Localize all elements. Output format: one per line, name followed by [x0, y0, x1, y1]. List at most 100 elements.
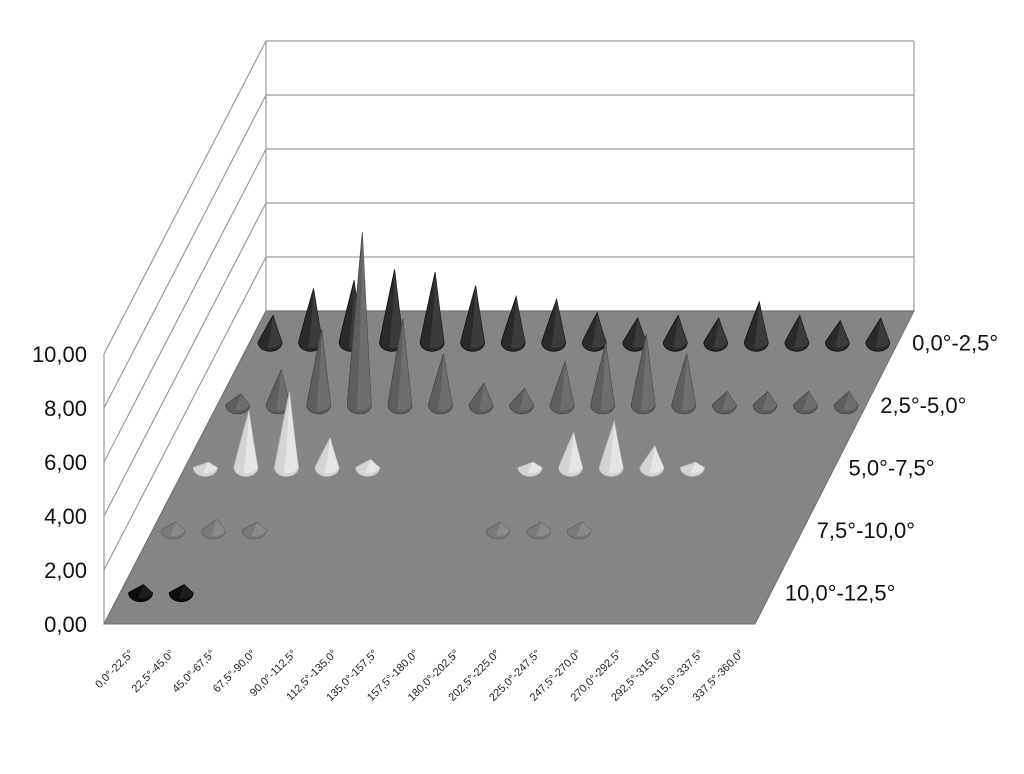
peak-highlight	[762, 391, 777, 411]
peak-highlight	[713, 318, 728, 349]
data-peak	[526, 521, 551, 540]
data-peak	[419, 272, 445, 352]
data-peak	[517, 461, 543, 477]
data-peak	[192, 461, 218, 477]
data-peak	[671, 353, 697, 415]
peak-highlight	[794, 315, 809, 349]
peak-highlight	[243, 410, 258, 474]
data-peak	[566, 521, 592, 540]
peak-highlight	[843, 391, 859, 411]
data-peak	[865, 317, 891, 352]
y-tick-label: 8,00	[44, 396, 87, 421]
peak-highlight	[834, 320, 850, 349]
peak-highlight	[211, 519, 226, 536]
data-peak	[581, 311, 607, 352]
data-peak	[355, 458, 381, 477]
data-peak	[590, 342, 616, 415]
depth-tick-label: 10,0°-12,5°	[785, 581, 896, 606]
peak-highlight	[568, 432, 583, 474]
y-axis: 0,00 2,00 4,00 6,00 8,00 10,00	[32, 342, 87, 637]
peak-highlight	[649, 445, 664, 474]
data-peak	[541, 297, 567, 352]
data-peak	[639, 445, 665, 477]
side-wall-gridline	[103, 256, 267, 571]
peak-highlight	[478, 383, 494, 411]
peak-highlight	[356, 232, 372, 411]
data-peak	[257, 314, 283, 352]
data-peak	[314, 436, 340, 477]
data-peak	[752, 390, 778, 415]
data-peak	[168, 584, 194, 603]
data-peak	[509, 388, 534, 415]
peak-highlight	[389, 269, 404, 349]
peak-highlight	[690, 462, 705, 474]
peak-highlight	[527, 462, 543, 474]
peak-highlight	[551, 299, 566, 349]
chart-walls	[103, 40, 915, 625]
peak-highlight	[753, 301, 769, 349]
data-peak	[743, 300, 769, 352]
peak-highlight	[495, 522, 510, 536]
y-tick-label: 4,00	[44, 504, 87, 529]
peak-highlight	[251, 522, 267, 536]
peak-highlight	[600, 342, 615, 411]
data-peak	[630, 334, 656, 415]
peak-highlight	[267, 315, 283, 349]
peak-highlight	[284, 391, 299, 474]
depth-tick-label: 7,5°-10,0°	[817, 518, 915, 543]
peak-highlight	[681, 353, 696, 411]
data-peak	[233, 410, 259, 477]
data-peak	[306, 329, 332, 415]
data-peak	[680, 461, 705, 477]
peak-highlight	[536, 522, 551, 536]
data-peak	[598, 420, 624, 477]
peak-highlight	[316, 329, 331, 411]
data-peak	[500, 294, 526, 352]
data-peak	[793, 390, 818, 415]
peak-highlight	[632, 318, 647, 349]
peak-highlight	[470, 285, 485, 349]
peak-highlight	[324, 437, 340, 474]
peak-highlight	[672, 315, 688, 349]
series-2	[225, 232, 859, 415]
series-3	[192, 391, 705, 477]
depth-tick-label: 2,5°-5,0°	[880, 393, 966, 418]
data-peak	[128, 584, 153, 603]
peak-highlight	[608, 421, 624, 474]
depth-tick-label: 0,0°-2,5°	[912, 330, 998, 355]
data-peak	[241, 521, 267, 540]
peak-highlight	[275, 369, 291, 411]
peak-highlight	[397, 318, 412, 411]
data-peak	[225, 393, 251, 415]
peak-highlight	[235, 394, 250, 411]
peak-highlight	[178, 584, 194, 599]
data-peak	[784, 314, 810, 352]
peak-highlight	[591, 312, 607, 349]
peak-highlight	[308, 288, 323, 349]
data-peak	[387, 318, 413, 415]
data-peak	[468, 382, 494, 415]
y-tick-label: 10,00	[32, 342, 87, 367]
depth-axis: 0,0°-2,5° 2,5°-5,0° 5,0°-7,5° 7,5°-10,0° 10,…	[785, 330, 998, 605]
peak-highlight	[510, 296, 526, 349]
series-5	[128, 584, 194, 603]
peak-highlight	[875, 318, 890, 349]
side-wall-gridline	[103, 202, 267, 517]
peak-highlight	[640, 334, 656, 411]
data-peak	[274, 391, 299, 477]
series-4	[160, 518, 592, 540]
data-peak	[160, 521, 186, 540]
chart-marks	[128, 232, 891, 603]
x-tick-label: 0,0°-22,5°	[93, 648, 136, 691]
peak-highlight	[202, 462, 218, 474]
depth-tick-label: 5,0°-7,5°	[849, 456, 935, 481]
data-peak	[703, 317, 729, 352]
x-tick-label: 45,0°-67,5°	[170, 648, 218, 696]
x-tick-label: 22,5°-45,0°	[130, 648, 178, 696]
peak-highlight	[429, 272, 445, 349]
peak-highlight	[559, 361, 575, 411]
peak-highlight	[721, 391, 737, 411]
side-wall-gridline	[103, 40, 267, 355]
